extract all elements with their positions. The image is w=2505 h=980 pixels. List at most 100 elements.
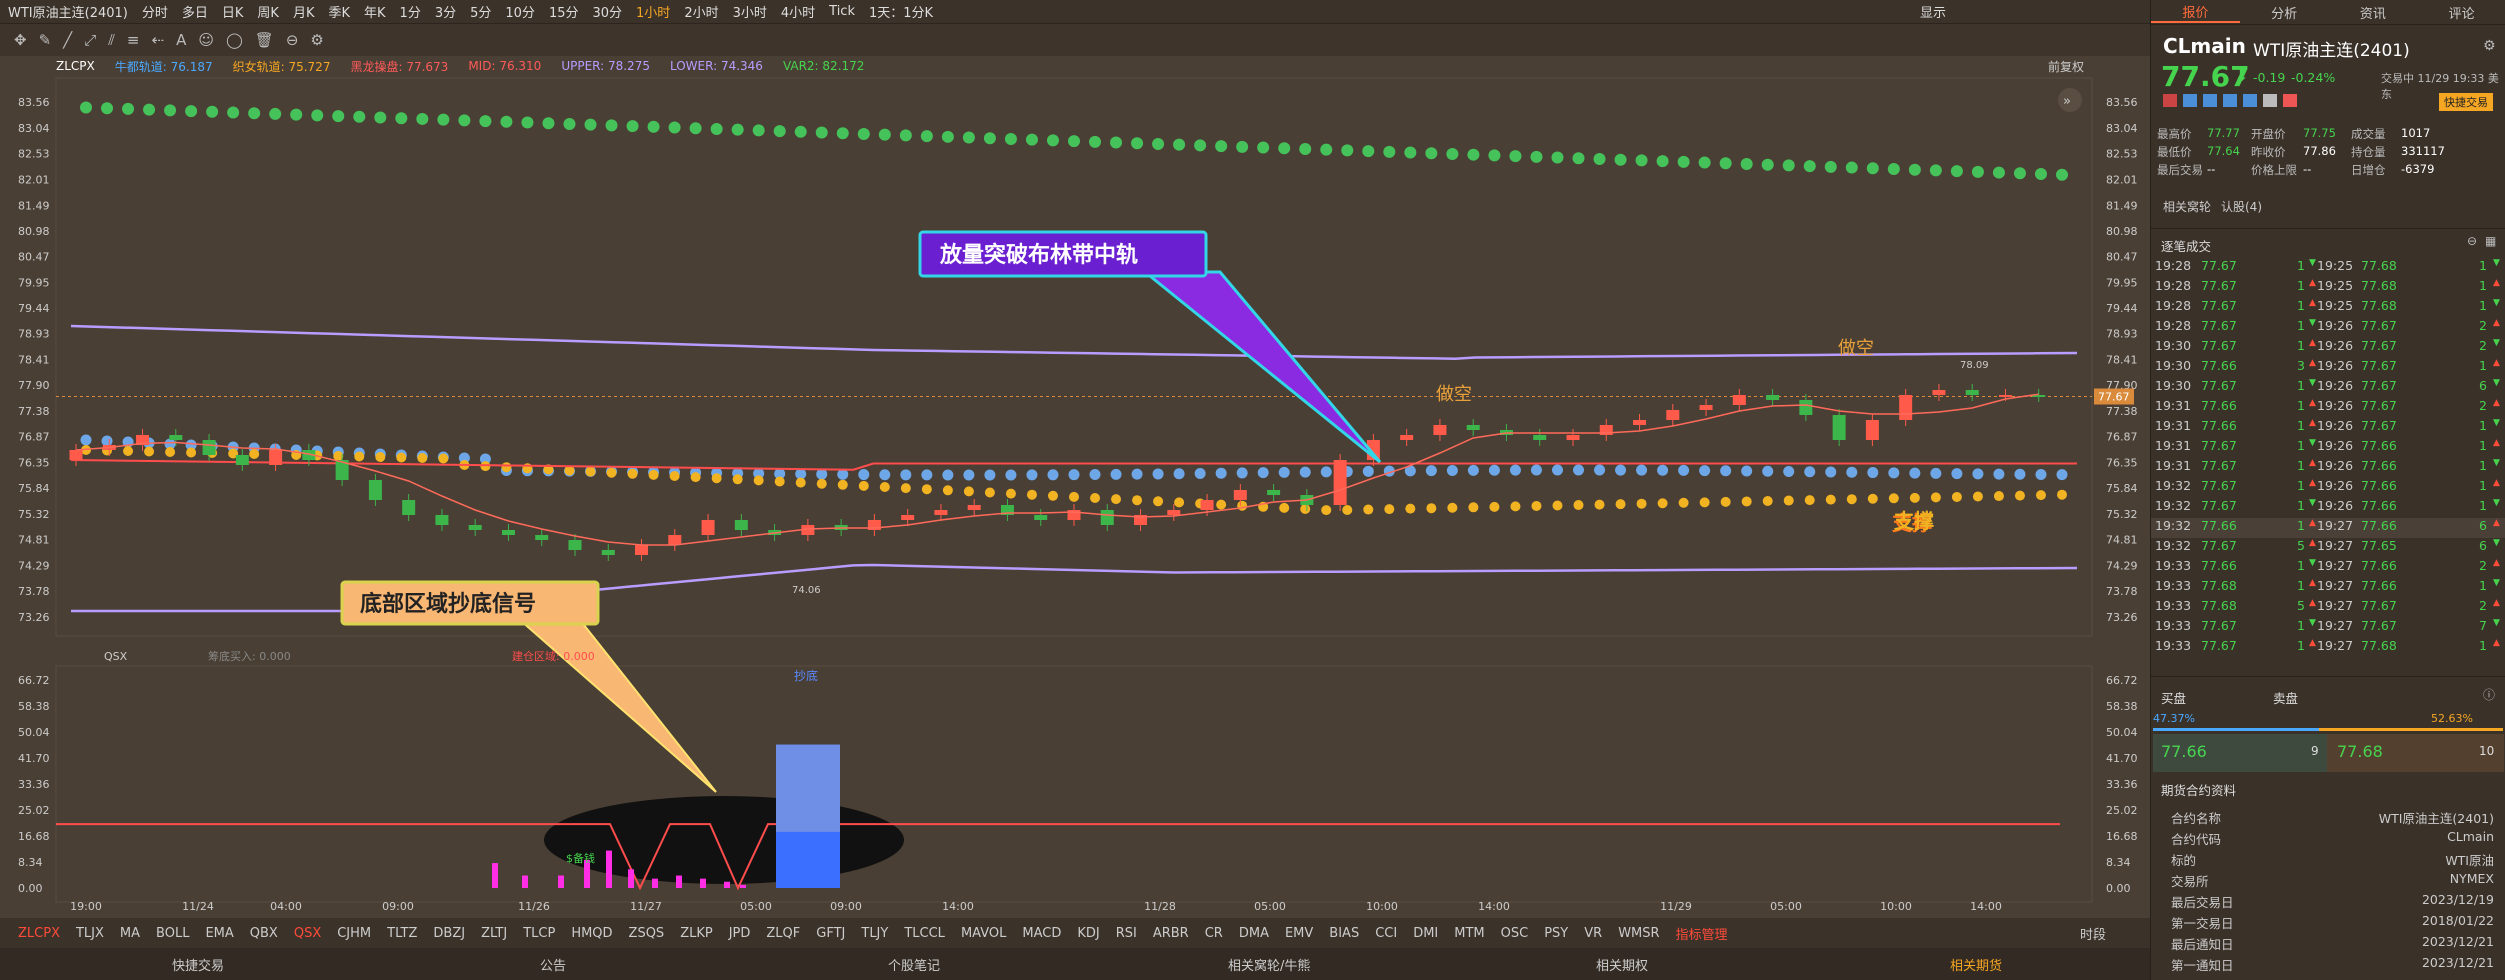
footer-link-0[interactable]: 快捷交易 [172, 958, 225, 974]
period-tab-16[interactable]: 4小时 [780, 6, 816, 21]
qsx-name[interactable]: QSX [104, 650, 128, 663]
tick-cell: 19:32 [2155, 478, 2192, 493]
period-tab-0[interactable]: 分时 [141, 6, 168, 21]
indicator-tab-18[interactable]: TLJY [861, 925, 889, 941]
indicator-tab-27[interactable]: EMV [1284, 925, 1314, 941]
tick-direction-icon: ▼ [2493, 618, 2500, 628]
indicator-tab-15[interactable]: JPD [728, 925, 751, 941]
indicator-tab-13[interactable]: ZSQS [628, 925, 665, 941]
period-tab-4[interactable]: 月K [292, 6, 315, 21]
indicator-tab-22[interactable]: KDJ [1077, 925, 1100, 941]
footer-link-5[interactable]: 相关期货 [1950, 958, 2003, 974]
indicator-tab-4[interactable]: EMA [205, 925, 234, 941]
indicator-tab-5[interactable]: QBX [249, 925, 278, 941]
period-tab-2[interactable]: 日K [221, 6, 244, 21]
indicator-tab-33[interactable]: PSY [1544, 925, 1569, 941]
quick-trade-button[interactable]: 快捷交易 [2439, 93, 2493, 111]
indicator-tab-32[interactable]: OSC [1500, 925, 1529, 941]
line-icon[interactable]: ╱ [63, 31, 73, 49]
indicator-tab-11[interactable]: TLCP [523, 925, 556, 941]
indicator-tab-26[interactable]: DMA [1238, 925, 1269, 941]
indicator-tab-29[interactable]: CCI [1375, 925, 1398, 941]
indicator-tab-31[interactable]: MTM [1454, 925, 1485, 941]
footer-link-1[interactable]: 公告 [540, 958, 567, 974]
indicator-tab-6[interactable]: QSX [293, 925, 322, 941]
channel-icon[interactable]: ⫽ [108, 31, 115, 49]
indicator-tab-16[interactable]: ZLQF [766, 925, 801, 941]
double-chevron-icon[interactable]: » [2063, 94, 2071, 109]
indicator-tab-19[interactable]: TLCCL [904, 925, 945, 941]
period-tab-9[interactable]: 5分 [470, 6, 492, 21]
pen-icon[interactable]: ✎ [38, 31, 52, 49]
period-tab-7[interactable]: 1分 [399, 6, 421, 21]
period-label[interactable]: 时段 [2080, 928, 2107, 943]
emoji-icon[interactable]: ☺ [198, 31, 214, 49]
text-icon[interactable]: A [176, 31, 187, 49]
display-menu[interactable]: 显示 [1920, 6, 1947, 21]
footer-link-2[interactable]: 个股笔记 [888, 958, 941, 974]
lock-icon[interactable]: ⊖ [285, 31, 299, 49]
panel-tab-0[interactable]: 报价 [2151, 2, 2240, 23]
indicator-tab-23[interactable]: RSI [1115, 925, 1137, 941]
period-tab-15[interactable]: 3小时 [732, 6, 767, 21]
grid-icon[interactable]: ▦ [2485, 234, 2497, 248]
period-tab-18[interactable]: 1天：1分K [869, 6, 934, 21]
footer-link-4[interactable]: 相关期权 [1596, 958, 1649, 974]
period-tab-1[interactable]: 多日 [181, 6, 208, 21]
indicator-tab-10[interactable]: ZLTJ [481, 925, 508, 941]
move-icon[interactable]: ✥ [14, 31, 27, 49]
indicator-tab-36[interactable]: 指标管理 [1675, 927, 1728, 943]
period-tab-17[interactable]: Tick [829, 4, 855, 19]
arrow-icon[interactable]: ⇠ [151, 31, 165, 49]
period-tab-12[interactable]: 30分 [592, 6, 623, 21]
related-cert-link[interactable]: 认股(4) [2221, 200, 2262, 214]
indicator-tab-20[interactable]: MAVOL [960, 925, 1007, 941]
indicator-tab-28[interactable]: BIAS [1329, 925, 1360, 941]
indicator-tab-21[interactable]: MACD [1022, 925, 1062, 941]
indicator-tab-9[interactable]: DBZJ [433, 925, 466, 941]
info-icon[interactable]: ⓘ [2483, 688, 2496, 702]
period-tab-5[interactable]: 季K [328, 6, 351, 21]
ask-pct: 52.63% [2431, 712, 2473, 725]
panel-tab-2[interactable]: 资讯 [2359, 6, 2386, 22]
indicator-tab-14[interactable]: ZLKP [680, 925, 713, 941]
indicator-tab-24[interactable]: ARBR [1152, 925, 1189, 941]
zhinv-dot [1993, 491, 2004, 502]
indicator-tab-34[interactable]: VR [1584, 925, 1603, 941]
indicator-tab-0[interactable]: ZLCPX [18, 925, 60, 941]
scroll-right-button[interactable] [2058, 88, 2082, 112]
indicator-tab-7[interactable]: CJHM [337, 925, 372, 941]
zhinv-dot [1762, 496, 1773, 506]
ray-icon[interactable]: ⤢ [84, 31, 97, 49]
indicator-tab-30[interactable]: DMI [1413, 925, 1439, 941]
kline-chart[interactable]: 83.56 83.56 83.04 83.04 82.53 82.53 82.01 82.01… [0, 0, 2150, 918]
circle-icon[interactable]: ◯ [225, 31, 243, 49]
period-tab-8[interactable]: 3分 [434, 6, 457, 21]
adjust-mode-label[interactable]: 前复权 [2048, 60, 2085, 74]
period-tab-11[interactable]: 15分 [548, 6, 579, 21]
delete-icon[interactable]: 🗑 [254, 31, 274, 49]
panel-tab-1[interactable]: 分析 [2271, 6, 2298, 22]
related-warrants-link[interactable]: 相关窝轮 [2163, 200, 2212, 214]
settings-icon[interactable]: ⚙ [310, 31, 324, 49]
indicator-tab-17[interactable]: GFTJ [816, 925, 846, 941]
fib-icon[interactable]: ≡ [126, 31, 140, 49]
period-tab-3[interactable]: 周K [257, 6, 279, 21]
period-tab-6[interactable]: 年K [364, 6, 386, 21]
period-tab-10[interactable]: 10分 [505, 6, 535, 21]
indicator-tab-3[interactable]: BOLL [156, 925, 190, 941]
period-tab-13[interactable]: 1小时 [636, 6, 671, 21]
indicator-tab-1[interactable]: TLJX [75, 925, 104, 941]
indicator-tab-12[interactable]: HMQD [571, 925, 613, 941]
indicator-tab-2[interactable]: MA [119, 925, 141, 941]
volume-bar [700, 878, 706, 888]
indicator-name[interactable]: ZLCPX [56, 59, 95, 73]
indicator-tab-35[interactable]: WMSR [1618, 925, 1660, 941]
period-tab-14[interactable]: 2小时 [684, 6, 719, 21]
collapse-icon[interactable]: ⊖ [2467, 234, 2478, 248]
gear-icon[interactable]: ⚙ [2483, 38, 2496, 54]
indicator-tab-25[interactable]: CR [1204, 925, 1223, 941]
panel-tab-3[interactable]: 评论 [2448, 6, 2475, 22]
footer-link-3[interactable]: 相关窝轮/牛熊 [1228, 958, 1311, 974]
indicator-tab-8[interactable]: TLTZ [387, 925, 418, 941]
